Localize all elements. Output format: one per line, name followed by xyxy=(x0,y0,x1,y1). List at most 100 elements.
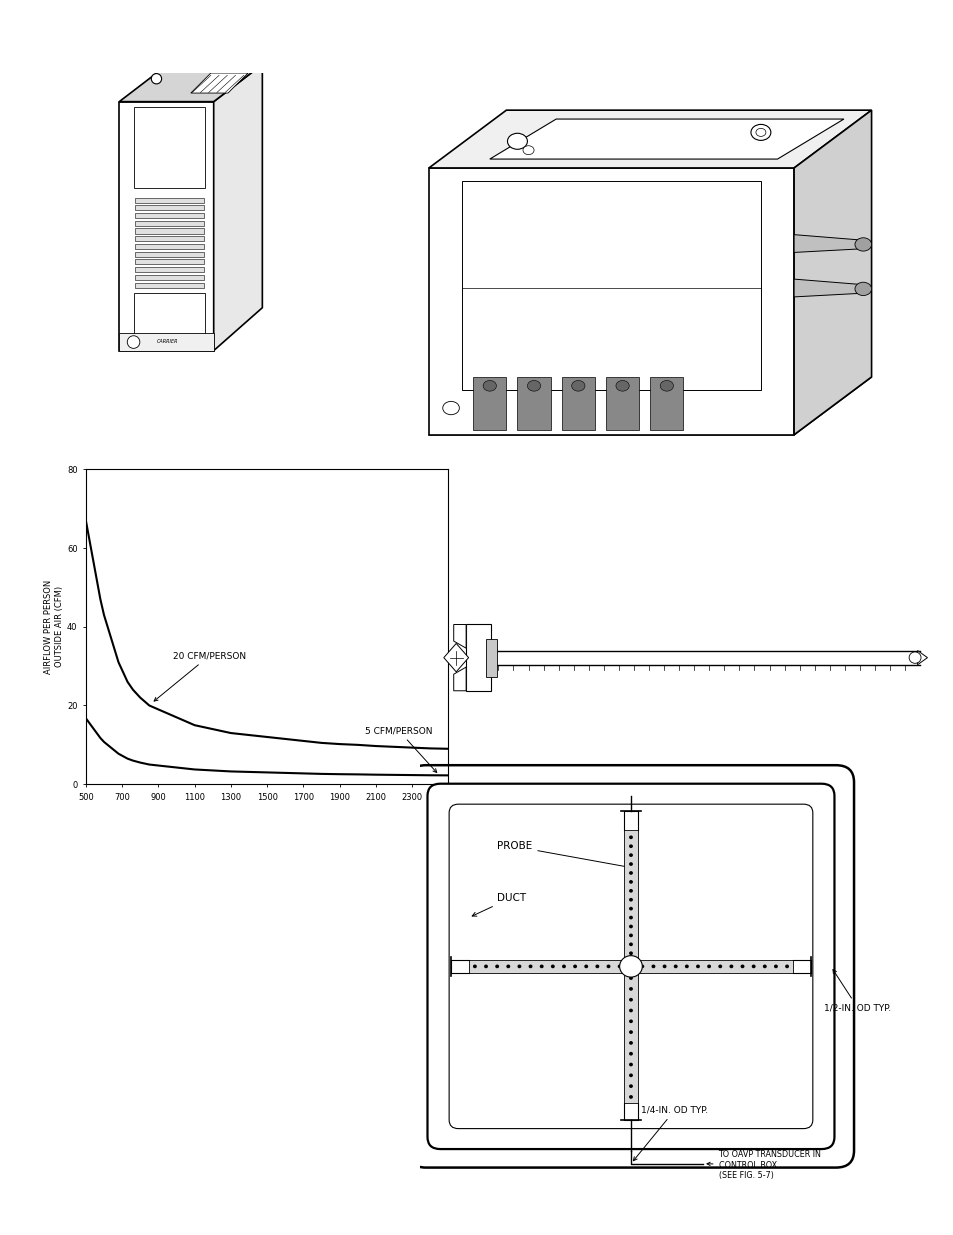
Circle shape xyxy=(740,965,743,968)
Bar xyxy=(135,275,204,280)
Bar xyxy=(623,830,637,961)
Polygon shape xyxy=(561,377,595,430)
Polygon shape xyxy=(461,182,760,390)
Circle shape xyxy=(773,965,777,968)
Circle shape xyxy=(659,380,673,391)
Circle shape xyxy=(628,853,632,857)
Circle shape xyxy=(628,998,632,1002)
Bar xyxy=(468,960,624,973)
Circle shape xyxy=(673,965,677,968)
Text: 20 CFM/PERSON: 20 CFM/PERSON xyxy=(154,651,246,701)
Circle shape xyxy=(482,380,496,391)
Circle shape xyxy=(908,652,920,663)
Text: 1/2-IN. OD TYP.: 1/2-IN. OD TYP. xyxy=(823,969,890,1013)
Circle shape xyxy=(628,889,632,893)
Circle shape xyxy=(628,951,632,955)
Circle shape xyxy=(628,1009,632,1013)
Circle shape xyxy=(628,1019,632,1023)
Text: 5 CFM/PERSON: 5 CFM/PERSON xyxy=(365,726,436,773)
Circle shape xyxy=(755,128,765,136)
Circle shape xyxy=(696,965,700,968)
Circle shape xyxy=(528,965,532,968)
Circle shape xyxy=(628,1030,632,1034)
Circle shape xyxy=(571,380,584,391)
Polygon shape xyxy=(917,651,926,664)
Circle shape xyxy=(628,942,632,946)
Circle shape xyxy=(628,1084,632,1088)
Bar xyxy=(135,243,204,249)
Circle shape xyxy=(706,965,710,968)
Circle shape xyxy=(539,965,543,968)
Bar xyxy=(485,638,497,677)
Text: TO OAVP TRANSDUCER IN
CONTROL BOX
(SEE FIG. 5-7): TO OAVP TRANSDUCER IN CONTROL BOX (SEE F… xyxy=(706,1151,821,1181)
Polygon shape xyxy=(213,64,262,351)
Bar xyxy=(133,294,205,345)
Polygon shape xyxy=(793,235,860,252)
Circle shape xyxy=(854,283,871,295)
Circle shape xyxy=(617,965,621,968)
Circle shape xyxy=(583,965,588,968)
Polygon shape xyxy=(793,279,860,296)
Bar xyxy=(135,236,204,241)
Polygon shape xyxy=(473,377,506,430)
Polygon shape xyxy=(605,377,639,430)
Bar xyxy=(637,960,792,973)
Circle shape xyxy=(527,380,540,391)
Circle shape xyxy=(729,965,733,968)
Circle shape xyxy=(522,146,534,154)
Circle shape xyxy=(684,965,688,968)
Circle shape xyxy=(628,835,632,839)
Circle shape xyxy=(628,845,632,848)
Polygon shape xyxy=(517,377,550,430)
Text: 1/4-IN. OD TYP.: 1/4-IN. OD TYP. xyxy=(633,1105,708,1161)
Circle shape xyxy=(619,956,641,977)
Bar xyxy=(135,252,204,257)
Polygon shape xyxy=(454,667,466,690)
Circle shape xyxy=(628,976,632,979)
Bar xyxy=(135,212,204,219)
Circle shape xyxy=(628,1052,632,1056)
Bar xyxy=(135,283,204,288)
Circle shape xyxy=(442,401,459,415)
Circle shape xyxy=(628,925,632,929)
Circle shape xyxy=(507,133,527,149)
Circle shape xyxy=(628,1073,632,1077)
Text: PROBE: PROBE xyxy=(497,841,635,869)
Polygon shape xyxy=(119,101,213,351)
Bar xyxy=(135,259,204,264)
Circle shape xyxy=(628,934,632,937)
Circle shape xyxy=(606,965,610,968)
Circle shape xyxy=(616,380,629,391)
Polygon shape xyxy=(429,110,871,168)
Circle shape xyxy=(573,965,577,968)
Circle shape xyxy=(483,965,488,968)
Circle shape xyxy=(628,862,632,866)
Polygon shape xyxy=(489,119,843,159)
Circle shape xyxy=(718,965,721,968)
Circle shape xyxy=(628,1062,632,1066)
Circle shape xyxy=(628,898,632,902)
Circle shape xyxy=(473,965,476,968)
Circle shape xyxy=(561,965,565,968)
Polygon shape xyxy=(454,625,466,648)
Polygon shape xyxy=(443,643,468,672)
Bar xyxy=(135,198,204,203)
Polygon shape xyxy=(191,73,248,93)
Circle shape xyxy=(784,965,788,968)
Circle shape xyxy=(152,74,161,84)
Circle shape xyxy=(854,238,871,251)
FancyBboxPatch shape xyxy=(427,784,834,1149)
FancyBboxPatch shape xyxy=(449,804,812,1129)
Y-axis label: AIRFLOW PER PERSON
OUTSIDE AIR (CFM): AIRFLOW PER PERSON OUTSIDE AIR (CFM) xyxy=(44,579,64,674)
Bar xyxy=(133,107,205,188)
Circle shape xyxy=(628,881,632,884)
Polygon shape xyxy=(429,168,793,435)
Circle shape xyxy=(639,965,643,968)
Polygon shape xyxy=(429,377,871,435)
Circle shape xyxy=(651,965,655,968)
Bar xyxy=(135,267,204,272)
Text: CARRIER: CARRIER xyxy=(157,338,178,345)
Circle shape xyxy=(751,965,755,968)
Bar xyxy=(135,228,204,233)
Circle shape xyxy=(506,965,510,968)
